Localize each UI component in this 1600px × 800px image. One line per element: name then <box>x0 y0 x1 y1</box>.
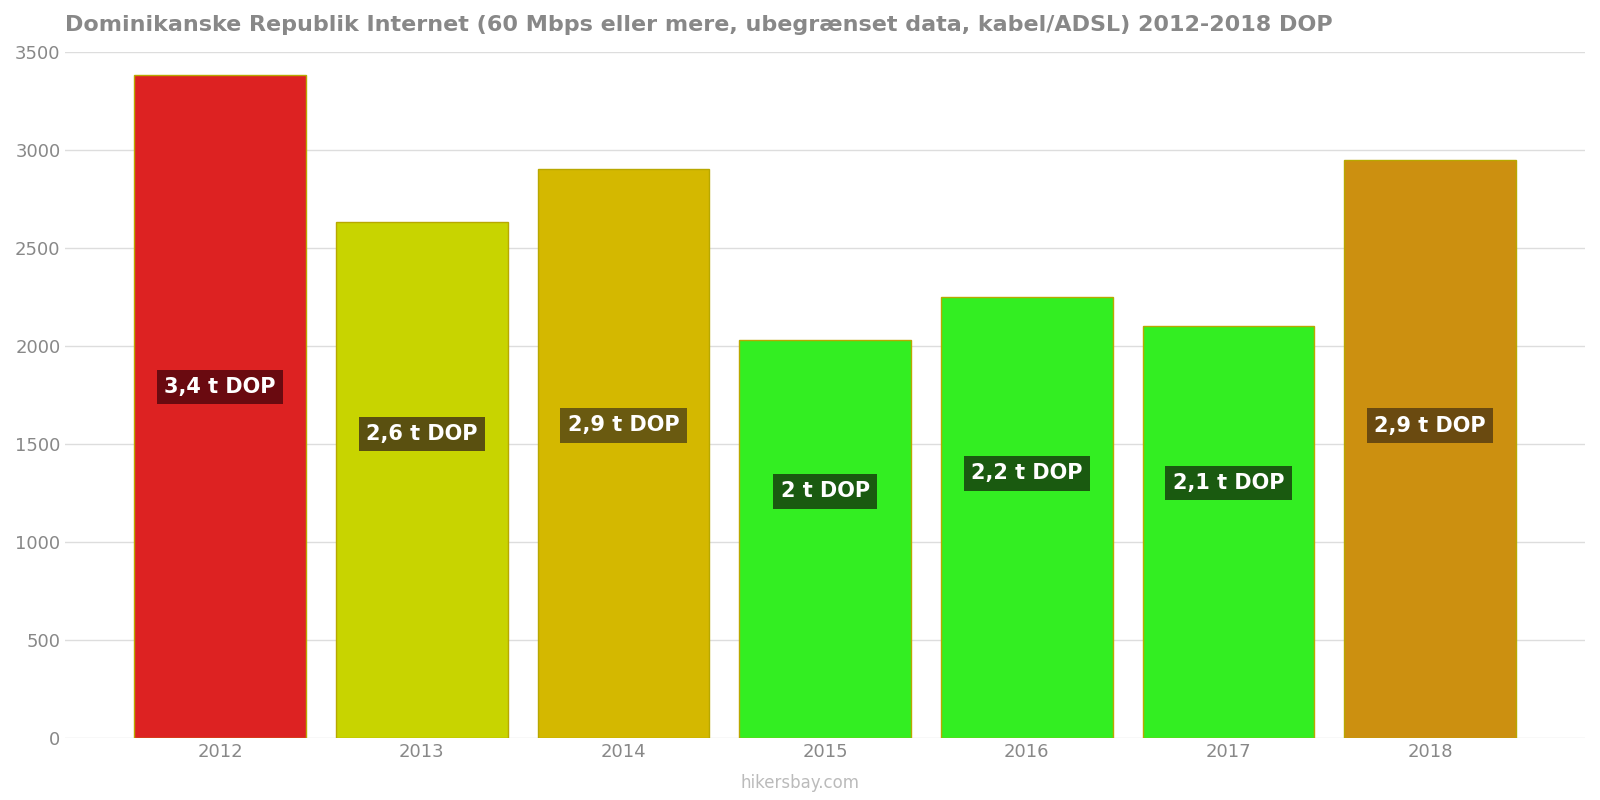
Text: Dominikanske Republik Internet (60 Mbps eller mere, ubegrænset data, kabel/ADSL): Dominikanske Republik Internet (60 Mbps … <box>66 15 1333 35</box>
Text: 2,9 t DOP: 2,9 t DOP <box>1374 416 1486 436</box>
Bar <box>739 340 910 738</box>
Text: 2,2 t DOP: 2,2 t DOP <box>971 463 1083 483</box>
Text: 2,9 t DOP: 2,9 t DOP <box>568 415 680 435</box>
Text: 2,1 t DOP: 2,1 t DOP <box>1173 473 1285 493</box>
Text: 2 t DOP: 2 t DOP <box>781 482 870 502</box>
Bar <box>1142 326 1314 738</box>
Text: 2,6 t DOP: 2,6 t DOP <box>366 424 477 444</box>
Text: hikersbay.com: hikersbay.com <box>741 774 859 792</box>
Text: 3,4 t DOP: 3,4 t DOP <box>165 377 275 397</box>
Bar <box>538 170 709 738</box>
Bar <box>941 297 1112 738</box>
Bar <box>134 75 306 738</box>
Bar <box>336 222 507 738</box>
Bar <box>1344 160 1515 738</box>
